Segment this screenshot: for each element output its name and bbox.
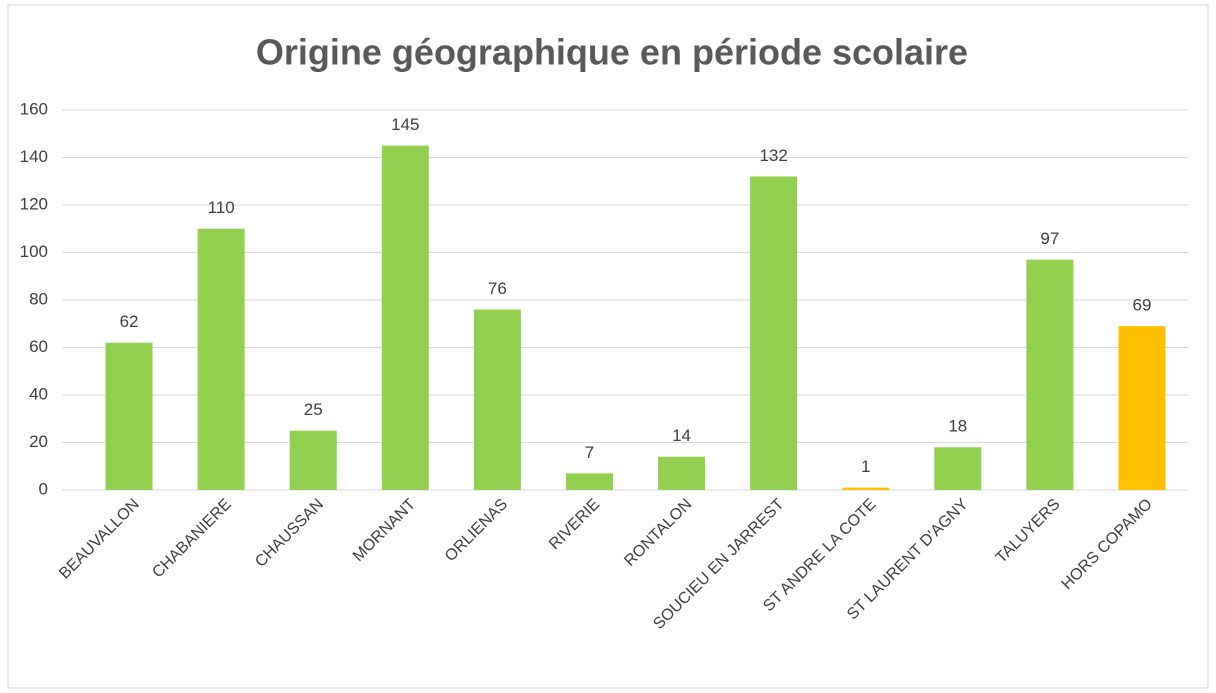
data-label: 18: [948, 417, 967, 436]
bar: [658, 456, 706, 490]
bar: [934, 447, 982, 490]
bar: [1118, 326, 1166, 490]
data-label: 7: [585, 443, 594, 462]
data-label: 76: [488, 279, 507, 298]
bar: [197, 228, 245, 490]
y-tick-label: 40: [29, 384, 48, 403]
y-tick-label: 160: [20, 99, 48, 118]
bar: [565, 473, 613, 490]
bar: [473, 309, 521, 490]
y-tick-label: 140: [20, 147, 48, 166]
y-tick-label: 60: [29, 337, 48, 356]
y-tick-label: 0: [39, 479, 48, 498]
data-label: 69: [1132, 296, 1151, 315]
data-label: 25: [304, 400, 323, 419]
data-label: 97: [1040, 229, 1059, 248]
data-label: 132: [759, 146, 787, 165]
bar: [289, 430, 337, 490]
y-tick-label: 20: [29, 432, 48, 451]
y-tick-label: 120: [20, 194, 48, 213]
data-label: 62: [120, 312, 139, 331]
chart-title: Origine géographique en période scolaire: [256, 32, 968, 73]
data-label: 14: [672, 426, 691, 445]
bar: [842, 487, 890, 490]
y-tick-label: 100: [20, 242, 48, 261]
data-label: 1: [861, 457, 870, 476]
y-tick-label: 80: [29, 289, 48, 308]
bar: [381, 145, 429, 490]
data-label: 145: [391, 115, 419, 134]
bar: [1026, 259, 1074, 490]
bar: [750, 176, 798, 490]
data-label: 110: [208, 198, 235, 217]
bar: [105, 342, 153, 490]
